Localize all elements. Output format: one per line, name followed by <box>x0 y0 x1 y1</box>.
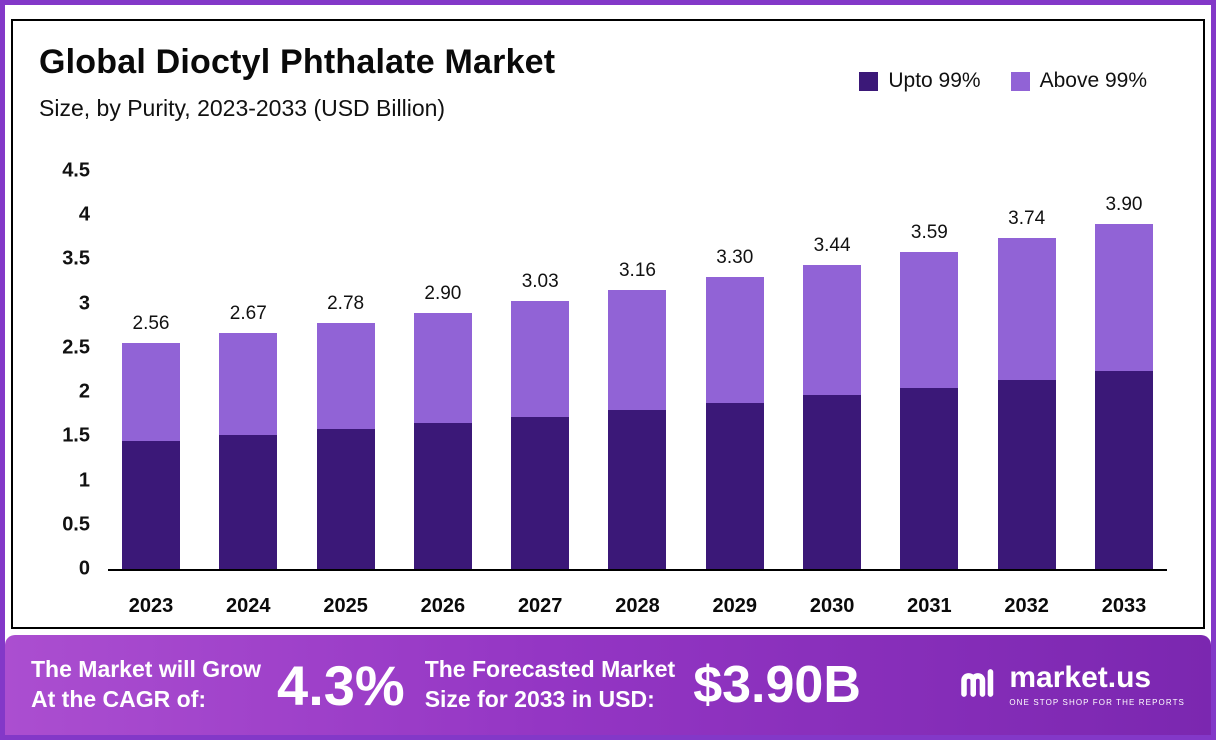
chart-card: Global Dioctyl Phthalate Market Size, by… <box>11 19 1205 629</box>
bar-segment-upto-99 <box>219 435 278 569</box>
bar-total-label: 2.90 <box>424 282 462 304</box>
cagr-value: 4.3% <box>277 653 405 717</box>
bar-2024: 2.67 <box>219 171 278 569</box>
bar-2032: 3.74 <box>997 171 1056 569</box>
bar-total-label: 3.30 <box>716 247 754 269</box>
y-tick-label: 2 <box>78 380 90 403</box>
bar-segment-upto-99 <box>511 416 570 569</box>
bar-segment-upto-99 <box>900 387 959 569</box>
bar-2028: 3.16 <box>608 171 667 569</box>
x-axis-label: 2031 <box>907 595 952 617</box>
forecast-label: The Forecasted Market Size for 2033 in U… <box>425 655 676 715</box>
bar-segment-upto-99 <box>413 423 472 569</box>
x-axis-label: 2033 <box>1101 595 1147 617</box>
bar-2025: 2.78 <box>316 171 375 569</box>
bar-segment-upto-99 <box>608 409 667 569</box>
bar-2031: 3.59 <box>900 171 959 569</box>
legend-item-upto-99: Upto 99% <box>859 69 981 93</box>
bar-segment-above-99 <box>803 264 862 395</box>
bar-segment-above-99 <box>122 342 180 441</box>
y-tick-label: 3.5 <box>62 247 90 270</box>
y-tick-label: 3 <box>78 292 90 315</box>
bar-segment-upto-99 <box>1094 370 1153 569</box>
cagr-label-line2: At the CAGR of: <box>31 686 207 712</box>
bar-total-label: 3.16 <box>618 259 656 281</box>
bar-segment-above-99 <box>219 332 278 436</box>
y-tick-label: 0 <box>78 557 90 580</box>
bar-segment-above-99 <box>900 251 959 388</box>
bar-total-label: 2.67 <box>229 302 267 324</box>
bar-2030: 3.44 <box>803 171 862 569</box>
y-tick-label: 1.5 <box>62 424 90 447</box>
marketus-logo: market.us ONE STOP SHOP FOR THE REPORTS <box>959 663 1185 707</box>
bar-total-label: 2.56 <box>132 312 170 334</box>
bar-total-label: 2.78 <box>327 293 365 315</box>
bar-2023: 2.56 <box>122 171 180 569</box>
legend-label-upto-99: Upto 99% <box>888 69 981 92</box>
bar-2027: 3.03 <box>511 171 570 569</box>
bar-total-label: 3.74 <box>1008 208 1046 230</box>
x-axis-label: 2030 <box>809 595 855 617</box>
chart-title: Global Dioctyl Phthalate Market <box>39 43 556 81</box>
bar-2033: 3.90 <box>1094 171 1153 569</box>
x-axis-label: 2028 <box>615 595 660 617</box>
cagr-label-line1: The Market will Grow <box>31 656 262 683</box>
bar-total-label: 3.90 <box>1105 194 1143 216</box>
legend-label-above-99: Above 99% <box>1039 69 1147 92</box>
y-tick-label: 4 <box>78 203 90 226</box>
bar-segment-above-99 <box>316 323 375 430</box>
cagr-label: The Market will Grow At the CAGR of: <box>31 655 261 715</box>
bar-segment-upto-99 <box>803 394 862 569</box>
x-axis-label: 2026 <box>420 595 466 617</box>
y-tick-label: 4.5 <box>62 159 90 182</box>
legend-item-above-99: Above 99% <box>1010 69 1147 93</box>
brand-name: market.us <box>1009 661 1152 694</box>
cagr-banner: The Market will Grow At the CAGR of: 4.3… <box>5 635 1211 735</box>
bar-segment-above-99 <box>705 277 764 403</box>
legend-swatch-upto-99-icon <box>859 71 879 91</box>
bars: 2.56 2.67 2.78 2.90 3.03 3.16 3.30 3.44 3.59 3.74… <box>108 171 1167 569</box>
y-tick-label: 1 <box>78 469 90 492</box>
x-axis-label: 2029 <box>712 595 758 617</box>
forecast-label-line1: The Forecasted Market <box>424 656 676 683</box>
bar-segment-above-99 <box>511 301 570 417</box>
x-axis-label: 2027 <box>517 595 563 617</box>
bar-2026: 2.90 <box>413 171 472 569</box>
bar-segment-upto-99 <box>122 440 180 569</box>
x-axis-label: 2032 <box>1004 595 1049 617</box>
bar-segment-upto-99 <box>316 429 375 569</box>
y-tick-label: 0.5 <box>62 513 90 536</box>
forecast-value: $3.90B <box>693 656 861 714</box>
chart-subtitle: Size, by Purity, 2023-2033 (USD Billion) <box>39 95 446 121</box>
bar-segment-above-99 <box>608 289 667 410</box>
legend-swatch-above-99-icon <box>1010 71 1030 91</box>
bar-segment-upto-99 <box>997 379 1056 569</box>
bar-2029: 3.30 <box>705 171 764 569</box>
bar-total-label: 3.59 <box>910 221 948 243</box>
marketus-logo-icon <box>959 667 1001 704</box>
bar-segment-above-99 <box>413 312 472 424</box>
bar-total-label: 3.03 <box>521 271 559 293</box>
bar-segment-above-99 <box>1094 224 1153 371</box>
x-axis-label: 2025 <box>323 595 368 617</box>
brand-tagline: ONE STOP SHOP FOR THE REPORTS <box>1009 698 1185 707</box>
legend: Upto 99% Above 99% <box>859 69 1147 93</box>
bar-total-label: 3.44 <box>813 234 851 256</box>
x-axis-labels: 2023 2024 2025 2026 2027 2028 2029 2030 2031 2032… <box>108 595 1167 618</box>
plot-area: 0 0.5 1 1.5 2 2.5 3 3.5 4 4.5 2.56 2.67 2.78 2.90 3.0… <box>62 160 1167 580</box>
y-tick-label: 2.5 <box>62 336 90 359</box>
bar-segment-above-99 <box>997 238 1056 380</box>
forecast-label-line2: Size for 2033 in USD: <box>424 686 655 712</box>
bar-segment-upto-99 <box>705 402 764 569</box>
x-axis-label: 2024 <box>226 595 271 617</box>
x-axis-label: 2023 <box>128 595 174 617</box>
